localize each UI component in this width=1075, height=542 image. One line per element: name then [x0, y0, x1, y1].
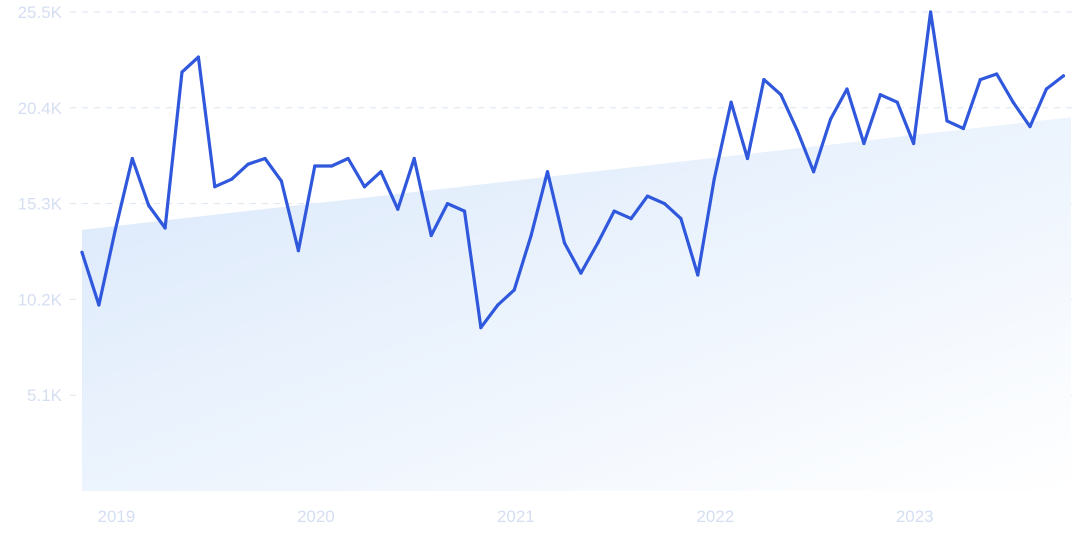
data-point: [445, 202, 450, 206]
data-point: [645, 194, 650, 198]
y-tick-label: 10.2K: [18, 290, 63, 309]
data-point: [479, 326, 483, 330]
data-point: [696, 273, 700, 277]
data-point: [895, 100, 899, 104]
data-point: [263, 156, 267, 161]
data-point: [912, 141, 916, 146]
data-point: [679, 217, 683, 221]
data-point: [396, 207, 400, 211]
data-point: [313, 164, 317, 168]
data-point: [279, 179, 283, 183]
y-tick-label: 15.3K: [18, 195, 63, 214]
data-point: [745, 156, 750, 161]
x-tick-label: 2023: [896, 507, 934, 526]
data-point: [729, 100, 733, 104]
series: [80, 10, 1066, 330]
data-point: [362, 185, 367, 189]
data-point: [163, 226, 167, 230]
data-point: [862, 141, 866, 146]
data-point: [246, 162, 250, 166]
data-point: [995, 72, 999, 76]
data-point: [812, 170, 816, 174]
data-point: [296, 249, 300, 253]
data-point: [779, 93, 783, 97]
data-point: [762, 78, 766, 82]
x-tick-label: 2021: [497, 507, 535, 526]
data-point: [1044, 87, 1048, 91]
data-point: [545, 170, 550, 174]
data-point: [629, 217, 633, 221]
x-tick-label: 2022: [696, 507, 734, 526]
y-tick-label: 5.1K: [27, 386, 63, 405]
data-point: [379, 170, 383, 174]
data-point: [80, 250, 84, 254]
data-point: [230, 177, 234, 181]
data-point: [97, 303, 101, 307]
data-point: [712, 177, 716, 181]
x-tick-label: 2019: [98, 507, 136, 526]
series-line: [80, 10, 1066, 330]
data-point: [829, 117, 833, 121]
data-point: [929, 10, 933, 14]
data-point: [346, 156, 350, 161]
data-point: [1011, 100, 1015, 104]
data-point: [213, 185, 217, 189]
x-axis-ticks: 2019 2020 2021 2022 2023: [98, 507, 934, 526]
data-point: [512, 288, 516, 292]
x-tick-label: 2020: [297, 507, 335, 526]
trend-area-fill: [82, 117, 1071, 492]
data-point: [196, 55, 200, 59]
data-point: [1028, 125, 1032, 129]
data-point: [612, 209, 616, 213]
data-point: [330, 164, 334, 168]
data-point: [945, 119, 949, 123]
data-point: [596, 241, 600, 245]
y-axis-ticks: 5.1K 10.2K 15.3K 20.4K 25.5K: [18, 3, 63, 405]
data-point: [496, 303, 500, 307]
data-point: [462, 209, 467, 213]
data-point: [529, 233, 533, 238]
data-point: [130, 156, 134, 161]
data-point: [412, 156, 416, 161]
data-point: [562, 241, 567, 245]
data-point: [878, 93, 882, 97]
data-point: [978, 78, 982, 82]
trend-area: [82, 117, 1071, 492]
data-point: [961, 126, 966, 131]
data-point: [147, 203, 151, 208]
data-point: [579, 271, 583, 275]
data-point: [845, 87, 849, 91]
data-point: [429, 233, 433, 238]
data-point: [113, 228, 117, 232]
data-point: [795, 128, 799, 132]
y-tick-label: 25.5K: [18, 3, 63, 22]
y-tick-label: 20.4K: [18, 99, 63, 118]
data-point: [180, 70, 184, 74]
data-point: [1061, 74, 1065, 78]
data-point: [662, 202, 667, 206]
